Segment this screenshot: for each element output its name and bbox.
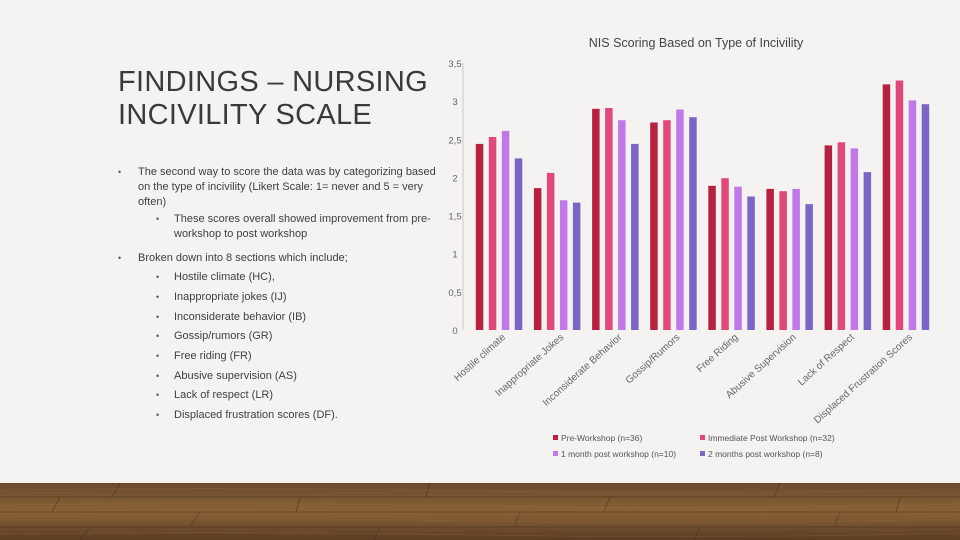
bullet-text: The second way to score the data was by … <box>138 166 436 208</box>
y-tick-label: 3 <box>452 97 457 108</box>
bullet-dot: • <box>156 214 160 224</box>
bullet-item: • Displaced frustration scores (DF). <box>156 408 442 423</box>
bar-chart: NIS Scoring Based on Type of Incivility … <box>448 36 930 459</box>
legend-swatch <box>553 435 558 440</box>
y-tick-label: 3,5 <box>448 59 461 70</box>
y-tick-label: 0 <box>452 326 457 337</box>
y-tick-label: 0,5 <box>448 288 461 299</box>
bullet-dot: • <box>156 390 160 400</box>
bullet-text: Abusive supervision (AS) <box>174 370 297 382</box>
bullet-item: • The second way to score the data was by… <box>118 165 438 210</box>
bullet-text: Gossip/rumors (GR) <box>174 330 273 342</box>
bullet-item: • Inconsiderate behavior (IB) <box>156 310 442 325</box>
bar <box>882 84 891 331</box>
legend-swatch <box>700 451 705 456</box>
y-tick-label: 2,5 <box>448 135 461 146</box>
bullet-dot: • <box>156 351 160 361</box>
legend-label: Pre-Workshop (n=36) <box>561 433 643 443</box>
y-tick-label: 1 <box>452 250 457 261</box>
bar <box>895 80 904 330</box>
bullet-item: • These scores overall showed improvement… <box>156 212 442 242</box>
bar <box>514 158 523 330</box>
bullet-item: • Lack of respect (LR) <box>156 388 442 403</box>
bullet-item: • Broken down into 8 sections which inclu… <box>118 251 438 266</box>
bar <box>708 185 716 330</box>
bullet-dot: • <box>118 167 122 177</box>
bars <box>475 80 930 331</box>
bar <box>766 188 774 330</box>
x-tick-label: Lack of Respect <box>796 332 857 388</box>
bar <box>559 200 568 330</box>
bullet-dot: • <box>156 312 160 322</box>
x-tick-label: Displaced Frustration Scores <box>812 332 915 426</box>
y-tick-label: 1,5 <box>448 212 461 223</box>
bullet-text: Hostile climate (HC), <box>174 271 275 283</box>
bullet-text: Free riding (FR) <box>174 350 252 362</box>
bar <box>721 178 729 330</box>
bar <box>592 108 600 330</box>
bullet-dot: • <box>156 410 160 420</box>
bar <box>618 120 626 330</box>
slide-title: FINDINGS – NURSING INCIVILITY SCALE <box>118 66 428 131</box>
bullet-dot: • <box>156 331 160 341</box>
bullet-dot: • <box>156 292 160 302</box>
bar <box>747 196 755 330</box>
bar <box>533 188 542 330</box>
bullet-text: Broken down into 8 sections which includ… <box>138 252 348 264</box>
bar <box>475 143 484 330</box>
bar <box>663 120 671 330</box>
bar <box>689 117 697 330</box>
bar <box>605 108 613 330</box>
bar <box>546 172 555 330</box>
bullet-text: These scores overall showed improvement … <box>174 213 431 240</box>
y-tick-label: 2 <box>452 173 457 184</box>
bar <box>572 202 581 330</box>
bullet-text: Inappropriate jokes (IJ) <box>174 291 287 303</box>
legend-swatch <box>700 435 705 440</box>
bar <box>837 142 846 330</box>
bar <box>676 109 684 330</box>
bar <box>501 130 510 330</box>
x-tick-label: Gossip/Rumors <box>624 332 683 386</box>
legend: Pre-Workshop (n=36) Immediate Post Worksh… <box>553 433 835 459</box>
x-tick-label: Free Riding <box>695 332 741 375</box>
bullet-dot: • <box>156 272 160 282</box>
bar <box>863 172 872 330</box>
bullet-item: • Free riding (FR) <box>156 349 442 364</box>
y-axis-ticks: 0 0,5 1 1,5 2 2,5 3 3,5 <box>448 59 461 337</box>
bullet-text: Lack of respect (LR) <box>174 389 274 401</box>
bar <box>488 137 497 330</box>
bullet-item: • Abusive supervision (AS) <box>156 369 442 384</box>
bullet-dot: • <box>118 253 122 263</box>
legend-label: 1 month post workshop (n=10) <box>561 449 676 459</box>
bar <box>921 104 930 330</box>
bar <box>908 100 917 331</box>
bar <box>779 191 787 330</box>
legend-swatch <box>553 451 558 456</box>
x-tick-label: Hostile climate <box>452 332 508 384</box>
bar <box>824 145 833 330</box>
bullet-item: • Gossip/rumors (GR) <box>156 329 442 344</box>
chart-title: NIS Scoring Based on Type of Incivility <box>589 36 804 50</box>
bar <box>792 188 800 330</box>
bullet-dot: • <box>156 371 160 381</box>
legend-label: 2 months post workshop (n=8) <box>708 449 823 459</box>
bar <box>631 143 639 330</box>
bullet-text: Displaced frustration scores (DF). <box>174 409 338 421</box>
bullet-text: Inconsiderate behavior (IB) <box>174 311 307 323</box>
bullet-item: • Inappropriate jokes (IJ) <box>156 290 442 305</box>
bar <box>850 148 859 330</box>
bar <box>805 204 813 330</box>
bar <box>650 122 658 330</box>
bullet-item: • Hostile climate (HC), <box>156 270 442 285</box>
bar <box>734 186 742 330</box>
wood-floor-decoration <box>0 483 960 540</box>
legend-label: Immediate Post Workshop (n=32) <box>708 433 835 443</box>
